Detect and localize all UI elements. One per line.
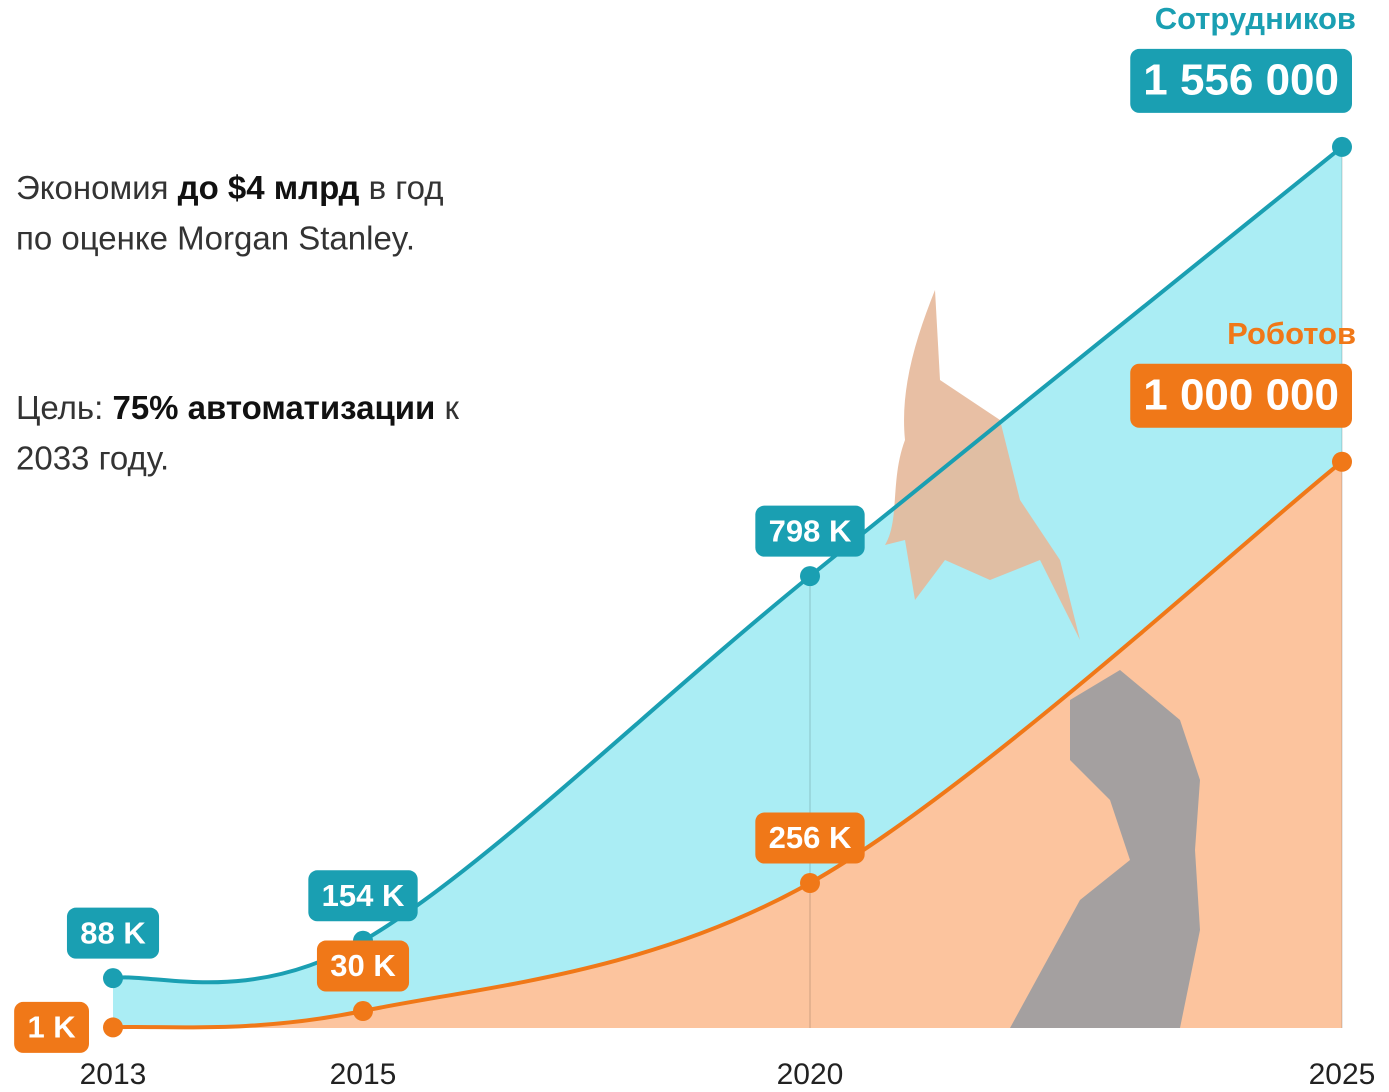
value-label: 256 K [769, 820, 852, 855]
annotation-text: в год [359, 169, 443, 206]
point [103, 1017, 123, 1037]
x-tick-label: 2015 [330, 1058, 397, 1091]
annotation-text: Экономия [16, 169, 178, 206]
point [103, 968, 123, 988]
x-tick-label: 2020 [777, 1058, 844, 1091]
value-label: 30 K [330, 948, 396, 983]
annotation-text: к [435, 389, 459, 426]
annotation: по оценке Morgan Stanley. [16, 220, 415, 257]
annotation-bold: 75% автоматизации [112, 389, 435, 426]
point [800, 566, 820, 586]
value-label: 1 556 000 [1143, 56, 1339, 105]
point [353, 1001, 373, 1021]
point [800, 873, 820, 893]
annotation-text: Цель: [16, 389, 112, 426]
x-tick-label: 2013 [80, 1058, 147, 1091]
chart: Экономия до $4 млрд в год по оценке Morg… [0, 0, 1389, 1092]
x-tick-label: 2025 [1309, 1058, 1376, 1091]
value-label: 798 K [769, 513, 852, 548]
point [1332, 452, 1352, 472]
value-label: 154 K [322, 878, 405, 913]
annotation: 2033 году. [16, 440, 169, 477]
value-label: 1 K [27, 1010, 76, 1045]
value-label: 1 000 000 [1143, 370, 1339, 419]
series-label: Сотрудников [1155, 1, 1356, 36]
series-label: Роботов [1227, 316, 1356, 351]
annotation: Цель: 75% автоматизации к [16, 389, 459, 426]
annotation: Экономия до $4 млрд в год [16, 169, 444, 206]
annotation-bold: до $4 млрд [178, 169, 360, 206]
point [1332, 137, 1352, 157]
value-label: 88 K [80, 915, 146, 950]
